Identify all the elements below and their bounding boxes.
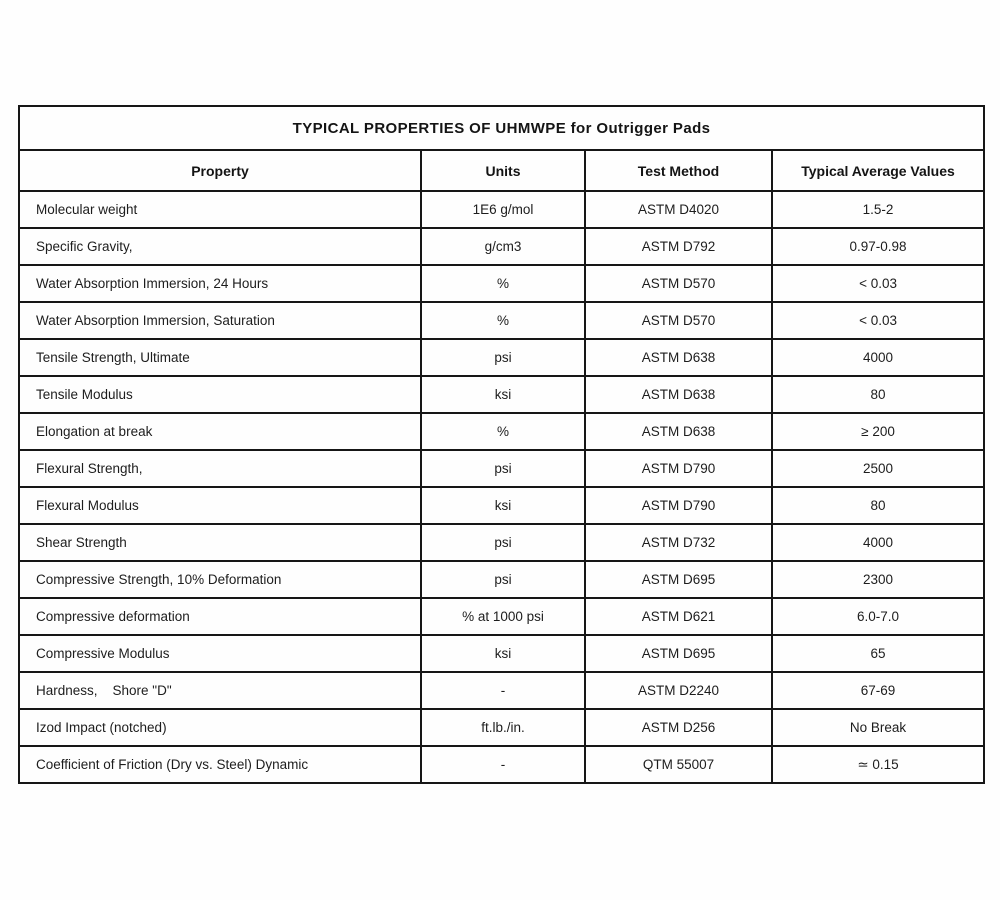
cell-value: 1.5-2: [770, 190, 986, 229]
cell-value: 0.97-0.98: [770, 227, 986, 266]
cell-units: %: [420, 412, 586, 451]
cell-value: < 0.03: [770, 301, 986, 340]
cell-property: Elongation at break: [18, 412, 422, 451]
cell-test-method: ASTM D638: [584, 375, 773, 414]
cell-property: Compressive deformation: [18, 597, 422, 636]
cell-property: Izod Impact (notched): [18, 708, 422, 747]
cell-test-method: ASTM D570: [584, 264, 773, 303]
cell-units: %: [420, 264, 586, 303]
table-row: Flexural Modulus ksi ASTM D790 80: [18, 486, 986, 525]
cell-test-method: ASTM D790: [584, 449, 773, 488]
table-row: Coefficient of Friction (Dry vs. Steel) …: [18, 745, 986, 784]
cell-property: Tensile Modulus: [18, 375, 422, 414]
cell-value: 80: [770, 375, 986, 414]
cell-units: ksi: [420, 375, 586, 414]
cell-property: Compressive Strength, 10% Deformation: [18, 560, 422, 599]
cell-property: Molecular weight: [18, 190, 422, 229]
header-row: Property Units Test Method Typical Avera…: [18, 149, 986, 192]
cell-test-method: ASTM D638: [584, 338, 773, 377]
table-row: Specific Gravity, g/cm3 ASTM D792 0.97-0…: [18, 227, 986, 266]
cell-test-method: ASTM D638: [584, 412, 773, 451]
cell-test-method: ASTM D695: [584, 634, 773, 673]
table-row: Water Absorption Immersion, Saturation %…: [18, 301, 986, 340]
cell-test-method: ASTM D695: [584, 560, 773, 599]
cell-value: ≥ 200: [770, 412, 986, 451]
cell-units: psi: [420, 560, 586, 599]
cell-value: < 0.03: [770, 264, 986, 303]
cell-test-method: ASTM D621: [584, 597, 773, 636]
cell-test-method: ASTM D792: [584, 227, 773, 266]
cell-test-method: ASTM D256: [584, 708, 773, 747]
table-row: Izod Impact (notched) ft.lb./in. ASTM D2…: [18, 708, 986, 747]
table-row: Compressive deformation % at 1000 psi AS…: [18, 597, 986, 636]
cell-property: Flexural Modulus: [18, 486, 422, 525]
cell-value: ≃ 0.15: [770, 745, 986, 784]
cell-units: psi: [420, 523, 586, 562]
cell-value: 6.0-7.0: [770, 597, 986, 636]
cell-value: 4000: [770, 523, 986, 562]
cell-units: -: [420, 745, 586, 784]
table-row: Shear Strength psi ASTM D732 4000: [18, 523, 986, 562]
cell-units: 1E6 g/mol: [420, 190, 586, 229]
cell-property: Compressive Modulus: [18, 634, 422, 673]
cell-property: Tensile Strength, Ultimate: [18, 338, 422, 377]
cell-value: 4000: [770, 338, 986, 377]
properties-table: TYPICAL PROPERTIES OF UHMWPE for Outrigg…: [17, 105, 986, 784]
cell-test-method: ASTM D790: [584, 486, 773, 525]
cell-property: Hardness, Shore "D": [18, 671, 422, 710]
cell-value: 65: [770, 634, 986, 673]
col-header-property: Property: [18, 149, 422, 192]
cell-units: %: [420, 301, 586, 340]
cell-property: Coefficient of Friction (Dry vs. Steel) …: [18, 745, 422, 784]
cell-property: Specific Gravity,: [18, 227, 422, 266]
table-row: Tensile Strength, Ultimate psi ASTM D638…: [18, 338, 986, 377]
title-row: TYPICAL PROPERTIES OF UHMWPE for Outrigg…: [17, 105, 986, 151]
cell-units: ksi: [420, 486, 586, 525]
cell-units: psi: [420, 449, 586, 488]
cell-test-method: QTM 55007: [584, 745, 773, 784]
cell-value: 80: [770, 486, 986, 525]
cell-units: -: [420, 671, 586, 710]
cell-units: ksi: [420, 634, 586, 673]
col-header-typical-values: Typical Average Values: [770, 149, 986, 192]
cell-units: ft.lb./in.: [420, 708, 586, 747]
cell-test-method: ASTM D4020: [584, 190, 773, 229]
table-row: Elongation at break % ASTM D638 ≥ 200: [18, 412, 986, 451]
table-row: Water Absorption Immersion, 24 Hours % A…: [18, 264, 986, 303]
table-row: Compressive Modulus ksi ASTM D695 65: [18, 634, 986, 673]
cell-property: Water Absorption Immersion, Saturation: [18, 301, 422, 340]
col-header-test-method: Test Method: [584, 149, 773, 192]
cell-value: No Break: [770, 708, 986, 747]
cell-property: Flexural Strength,: [18, 449, 422, 488]
col-header-units: Units: [420, 149, 586, 192]
cell-test-method: ASTM D2240: [584, 671, 773, 710]
cell-test-method: ASTM D570: [584, 301, 773, 340]
cell-units: g/cm3: [420, 227, 586, 266]
cell-units: % at 1000 psi: [420, 597, 586, 636]
cell-value: 2500: [770, 449, 986, 488]
table-row: Tensile Modulus ksi ASTM D638 80: [18, 375, 986, 414]
cell-units: psi: [420, 338, 586, 377]
table-row: Hardness, Shore "D" - ASTM D2240 67-69: [18, 671, 986, 710]
table-row: Flexural Strength, psi ASTM D790 2500: [18, 449, 986, 488]
cell-property: Shear Strength: [18, 523, 422, 562]
table-row: Molecular weight 1E6 g/mol ASTM D4020 1.…: [18, 190, 986, 229]
cell-test-method: ASTM D732: [584, 523, 773, 562]
cell-value: 67-69: [770, 671, 986, 710]
table-title: TYPICAL PROPERTIES OF UHMWPE for Outrigg…: [17, 105, 986, 151]
cell-value: 2300: [770, 560, 986, 599]
table-row: Compressive Strength, 10% Deformation ps…: [18, 560, 986, 599]
cell-property: Water Absorption Immersion, 24 Hours: [18, 264, 422, 303]
